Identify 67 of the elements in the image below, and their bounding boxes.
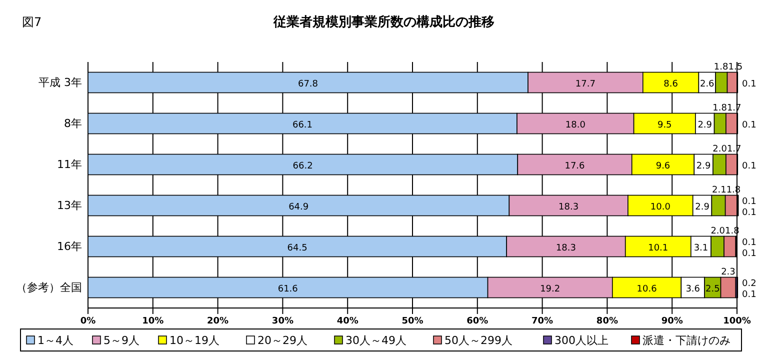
- data-label: 2.3: [721, 267, 736, 278]
- legend-label: 10～19人: [170, 334, 220, 347]
- data-label: 10.6: [636, 284, 658, 294]
- data-label: 2.9: [696, 162, 711, 172]
- legend-label: 300人以上: [554, 334, 608, 347]
- x-tick-label: 80%: [596, 316, 618, 326]
- legend-label: 5～9人: [104, 334, 140, 347]
- data-label: 9.5: [657, 120, 672, 130]
- data-label: 0.1: [742, 197, 756, 207]
- x-tick-label: 90%: [661, 316, 683, 326]
- data-label: 0.2: [742, 279, 756, 289]
- data-label: 17.7: [575, 80, 596, 90]
- y-tick-label: 11年: [57, 158, 82, 172]
- y-tick-label: （参考）全国: [16, 281, 82, 294]
- data-label: 0.1: [742, 162, 756, 172]
- data-label: 2.6: [700, 80, 715, 90]
- legend-label: 20～29人: [258, 334, 308, 347]
- y-tick-label: 平成 3年: [38, 76, 82, 90]
- data-label: 2.5: [706, 284, 720, 294]
- data-label: 61.6: [278, 284, 298, 294]
- data-label: 18.0: [565, 120, 586, 130]
- data-label: 2.9: [695, 202, 710, 212]
- data-label: 0.1: [742, 208, 756, 218]
- legend-label: 1～4人: [38, 334, 74, 347]
- y-tick-label: 16年: [57, 240, 82, 254]
- x-tick-label: 50%: [402, 316, 424, 326]
- y-tick-label: 13年: [57, 199, 82, 212]
- x-tick-label: 60%: [466, 316, 488, 326]
- x-tick-label: 0%: [80, 316, 96, 326]
- legend-label: 50人～299人: [444, 334, 512, 347]
- data-label: 19.2: [540, 284, 560, 294]
- legend-label: 派遣・下請けのみ: [642, 334, 730, 347]
- x-tick-label: 70%: [532, 316, 554, 326]
- data-label: 2.0: [710, 226, 726, 236]
- data-label: 0.1: [742, 80, 756, 90]
- data-label: 64.5: [287, 244, 308, 254]
- data-label: 0.1: [742, 120, 756, 130]
- y-tick-label: 8年: [64, 117, 82, 130]
- data-label: 2.1: [712, 185, 726, 196]
- data-label: 17.6: [564, 162, 586, 172]
- chart-title: 従業者規模別事業所数の構成比の推移: [272, 14, 494, 30]
- data-label: 0.1: [742, 238, 756, 248]
- data-label: 1.8: [712, 103, 728, 114]
- data-label: 2.0: [712, 144, 728, 154]
- data-label: 64.9: [288, 202, 309, 212]
- data-label: 3.1: [694, 244, 708, 254]
- x-tick-label: 10%: [142, 316, 164, 326]
- data-label: 10.0: [650, 202, 671, 212]
- data-label: 3.6: [686, 284, 700, 294]
- data-label: 9.6: [656, 162, 670, 172]
- data-label: 2.9: [698, 120, 712, 130]
- data-label: 8.6: [664, 80, 678, 90]
- caption: 図7: [22, 15, 42, 29]
- legend-label: 30人～49人: [346, 334, 406, 347]
- data-label: 18.3: [556, 244, 576, 254]
- x-tick-label: 100%: [723, 316, 751, 326]
- data-label: 66.2: [292, 162, 313, 172]
- data-label: 0.1: [742, 249, 756, 259]
- x-tick-label: 30%: [272, 316, 294, 326]
- data-label: 66.1: [292, 120, 313, 130]
- data-label: 0.1: [742, 290, 756, 300]
- data-label: 18.3: [558, 202, 579, 212]
- x-tick-label: 40%: [336, 316, 358, 326]
- data-label: 1.8: [714, 62, 729, 72]
- data-label: 67.8: [298, 80, 318, 90]
- x-tick-label: 20%: [207, 316, 229, 326]
- data-label: 10.1: [648, 244, 668, 254]
